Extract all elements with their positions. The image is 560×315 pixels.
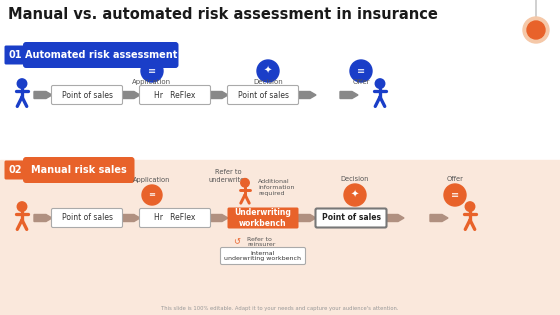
- Text: This slide is 100% editable. Adapt it to your needs and capture your audience's : This slide is 100% editable. Adapt it to…: [161, 306, 399, 311]
- FancyBboxPatch shape: [4, 45, 26, 65]
- Text: ≡: ≡: [148, 66, 156, 76]
- FancyArrow shape: [298, 91, 316, 99]
- FancyArrow shape: [210, 91, 228, 99]
- Text: Point of sales: Point of sales: [62, 214, 113, 222]
- Circle shape: [241, 179, 249, 187]
- Circle shape: [465, 202, 475, 211]
- FancyBboxPatch shape: [139, 85, 211, 105]
- Text: Decision: Decision: [253, 79, 283, 85]
- Text: Internal
underwriting workbench: Internal underwriting workbench: [225, 251, 301, 261]
- Bar: [0, 160, 560, 315]
- Text: 01: 01: [8, 50, 22, 60]
- FancyBboxPatch shape: [23, 42, 179, 68]
- Text: ≡: ≡: [148, 191, 156, 199]
- Text: ↺: ↺: [234, 238, 240, 247]
- FancyBboxPatch shape: [23, 157, 134, 183]
- Text: Additional
information
required: Additional information required: [258, 179, 295, 196]
- FancyArrow shape: [430, 215, 448, 221]
- FancyBboxPatch shape: [315, 209, 386, 227]
- Text: Refer to
reinsurer: Refer to reinsurer: [247, 237, 276, 247]
- Circle shape: [141, 60, 163, 82]
- Text: ≡: ≡: [451, 190, 459, 200]
- FancyArrow shape: [122, 215, 140, 221]
- Bar: [0, 0, 560, 160]
- FancyBboxPatch shape: [139, 209, 211, 227]
- FancyArrow shape: [34, 91, 52, 99]
- Circle shape: [444, 184, 466, 206]
- FancyBboxPatch shape: [52, 85, 123, 105]
- Text: ≡: ≡: [357, 66, 365, 76]
- FancyArrow shape: [34, 215, 52, 221]
- Text: Refer to
underwriter: Refer to underwriter: [208, 169, 248, 183]
- Circle shape: [17, 202, 27, 211]
- FancyBboxPatch shape: [227, 85, 298, 105]
- Text: ✦: ✦: [264, 66, 272, 76]
- FancyArrow shape: [210, 215, 228, 221]
- FancyArrow shape: [122, 91, 140, 99]
- Text: Application: Application: [132, 79, 171, 85]
- Text: Application: Application: [133, 177, 171, 183]
- Text: 02: 02: [8, 165, 22, 175]
- Text: Point of sales: Point of sales: [321, 214, 380, 222]
- Text: Automated risk assessment: Automated risk assessment: [25, 50, 177, 60]
- Text: Underwriting
workbench: Underwriting workbench: [235, 208, 291, 228]
- FancyArrow shape: [298, 215, 316, 221]
- FancyBboxPatch shape: [52, 209, 123, 227]
- Text: Hr   ReFlex: Hr ReFlex: [155, 214, 195, 222]
- Text: Manual risk sales: Manual risk sales: [31, 165, 127, 175]
- Circle shape: [344, 184, 366, 206]
- Circle shape: [375, 79, 385, 88]
- Text: Manual vs. automated risk assessment in insurance: Manual vs. automated risk assessment in …: [8, 7, 438, 22]
- FancyArrow shape: [340, 91, 358, 99]
- Circle shape: [527, 21, 545, 39]
- Circle shape: [142, 185, 162, 205]
- Circle shape: [350, 60, 372, 82]
- FancyArrow shape: [386, 215, 404, 221]
- FancyBboxPatch shape: [227, 208, 298, 228]
- Text: Decision: Decision: [341, 176, 369, 182]
- Text: Point of sales: Point of sales: [62, 90, 113, 100]
- FancyBboxPatch shape: [221, 248, 306, 265]
- Text: Hr   ReFlex: Hr ReFlex: [155, 90, 195, 100]
- Text: Offer: Offer: [446, 176, 464, 182]
- FancyBboxPatch shape: [4, 161, 26, 180]
- Circle shape: [17, 79, 27, 88]
- Circle shape: [523, 17, 549, 43]
- Circle shape: [257, 60, 279, 82]
- Text: Offer: Offer: [352, 79, 370, 85]
- Text: Point of sales: Point of sales: [237, 90, 288, 100]
- Text: ✦: ✦: [351, 190, 359, 200]
